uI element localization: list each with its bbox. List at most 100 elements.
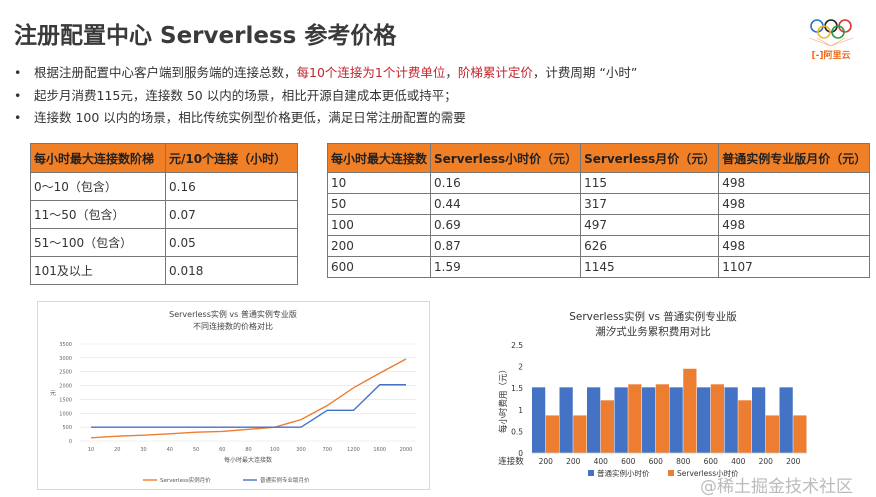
x-tick-label: 80: [245, 447, 251, 453]
x-tick-label: 2000: [400, 447, 413, 453]
bar: [669, 387, 683, 453]
table-row: 600 1.59 1145 1107: [326, 256, 871, 278]
table-cell: 0.87: [430, 235, 582, 257]
column-header: 普通实例专业版月价（元）: [718, 143, 871, 173]
y-tick-label: 1.5: [511, 384, 523, 393]
x-tick-label: 30: [140, 447, 146, 453]
table-row: 50 0.44 317 498: [326, 193, 871, 215]
highlight-text: 每10个连接为1个计费单位: [296, 65, 446, 80]
svg-text:[-]阿里云: [-]阿里云: [812, 50, 851, 61]
table-cell: 498: [718, 172, 871, 194]
y-tick-label: 1000: [59, 411, 72, 417]
x-tick-label: 100: [270, 447, 280, 453]
x-tick-label: 200: [786, 457, 801, 466]
column-header: 每小时最大连接数: [326, 143, 432, 173]
legend-label: Serverless实例月价: [160, 476, 211, 484]
alibaba-cloud-logo: [-]阿里云: [808, 19, 854, 61]
watermark: @稀土掘金技术社区: [700, 477, 853, 497]
bar: [793, 415, 807, 453]
price-comparison-table: 每小时最大连接数 Serverless小时价（元） Serverless月价（元）普…: [326, 143, 871, 278]
bullet-text: ，: [445, 65, 458, 80]
chart-title: Serverless实例 vs 普通实例专业版: [569, 310, 737, 323]
bullet-text: 起步月消费115元，连接数 50 以内的场景，相比开源自建成本更低或持平；: [34, 87, 457, 103]
column-header: 元/10个连接（小时）: [165, 143, 298, 173]
table-cell: 0.16: [165, 172, 298, 201]
legend-label: Serverless小时价: [677, 468, 739, 478]
bullet-item: • 根据注册配置中心客户端到服务端的连接总数，每10个连接为1个计费单位，阶梯累计…: [14, 65, 638, 80]
y-tick-label: 2500: [59, 370, 72, 376]
table-cell: 0～10（包含）: [29, 172, 167, 201]
legend-label: 普通实例专业版月价: [260, 476, 310, 484]
bar: [724, 387, 738, 453]
x-tick-label: 200: [539, 457, 554, 466]
table-cell: 1.59: [430, 256, 582, 278]
table-cell: 50: [326, 193, 432, 215]
table-cell: 101及以上: [29, 256, 167, 285]
x-tick-label: 40: [167, 447, 173, 453]
table-cell: 0.16: [430, 172, 582, 194]
column-header: Serverless月价（元）: [580, 143, 720, 173]
table-cell: 317: [580, 193, 720, 215]
table-cell: 497: [580, 214, 720, 236]
y-tick-label: 0: [518, 449, 523, 458]
table-header-row: 每小时最大连接数 Serverless小时价（元） Serverless月价（元）普…: [326, 143, 871, 173]
bar: [573, 415, 587, 453]
table-cell: 0.69: [430, 214, 582, 236]
bar: [628, 384, 642, 453]
table-cell: 10: [326, 172, 432, 194]
x-tick-label: 800: [676, 457, 691, 466]
bar: [614, 387, 628, 453]
x-tick-label: 600: [649, 457, 664, 466]
y-tick-label: 0: [69, 439, 72, 445]
bar: [752, 387, 766, 453]
tier-price-table: 每小时最大连接数阶梯 元/10个连接（小时） 0～10（包含） 0.16 11～50（包…: [29, 143, 298, 285]
table-cell: 498: [718, 193, 871, 215]
table-cell: 1145: [580, 256, 720, 278]
x-tick-label: 300: [296, 447, 306, 453]
x-tick-label: 600: [621, 457, 636, 466]
legend-swatch: [668, 470, 674, 476]
table-cell: 51～100（包含）: [29, 228, 167, 257]
column-header: 每小时最大连接数阶梯: [29, 143, 167, 173]
bar: [642, 387, 656, 453]
chart-subtitle: 潮汐式业务累积费用对比: [595, 325, 711, 338]
x-axis-label: 每小时最大连接数: [224, 456, 272, 464]
bar: [600, 400, 614, 453]
series-line-1: [91, 384, 406, 428]
bullet-text: 连接数 100 以内的场景，相比传统实例型价格更低，满足日常注册配置的需要: [34, 110, 466, 125]
bar: [559, 387, 573, 453]
bar: [765, 415, 779, 453]
table-cell: 600: [326, 256, 432, 278]
bar: [655, 384, 669, 453]
table-row: 11～50（包含） 0.07: [29, 200, 298, 229]
table-cell: 1107: [718, 256, 871, 278]
bar: [710, 384, 724, 453]
page-title: 注册配置中心 Serverless 参考价格: [14, 23, 397, 49]
x-tick-label: 1200: [347, 447, 360, 453]
table-row: 101及以上 0.018: [29, 256, 298, 285]
x-tick-label: 50: [193, 447, 199, 453]
y-axis-label: 元: [50, 390, 56, 397]
bullet-text: 根据注册配置中心客户端到服务端的连接总数，: [34, 65, 297, 80]
table-header-row: 每小时最大连接数阶梯 元/10个连接（小时）: [29, 143, 298, 173]
y-tick-label: 2000: [59, 384, 72, 390]
y-tick-label: 3500: [59, 342, 72, 348]
x-tick-label: 200: [759, 457, 774, 466]
highlight-text: 阶梯累计定价: [457, 65, 533, 80]
table-cell: 11～50（包含）: [29, 200, 167, 229]
legend-label: 普通实例小时价: [597, 468, 650, 478]
table-row: 0～10（包含） 0.16: [29, 172, 298, 201]
x-axis-label: 连接数: [498, 456, 524, 467]
y-tick-label: 3000: [59, 356, 72, 362]
y-tick-label: 1500: [59, 397, 72, 403]
bar: [587, 387, 601, 453]
x-tick-label: 1600: [373, 447, 386, 453]
chart-subtitle: 不同连接数的价格对比: [193, 321, 273, 331]
y-tick-label: 500: [62, 425, 72, 431]
bar: [532, 387, 546, 453]
bar: [683, 368, 697, 453]
bullet-item: • 连接数 100 以内的场景，相比传统实例型价格更低，满足日常注册配置的需要: [14, 110, 466, 125]
x-tick-label: 60: [219, 447, 225, 453]
table-row: 10 0.16 115 498: [326, 172, 871, 194]
